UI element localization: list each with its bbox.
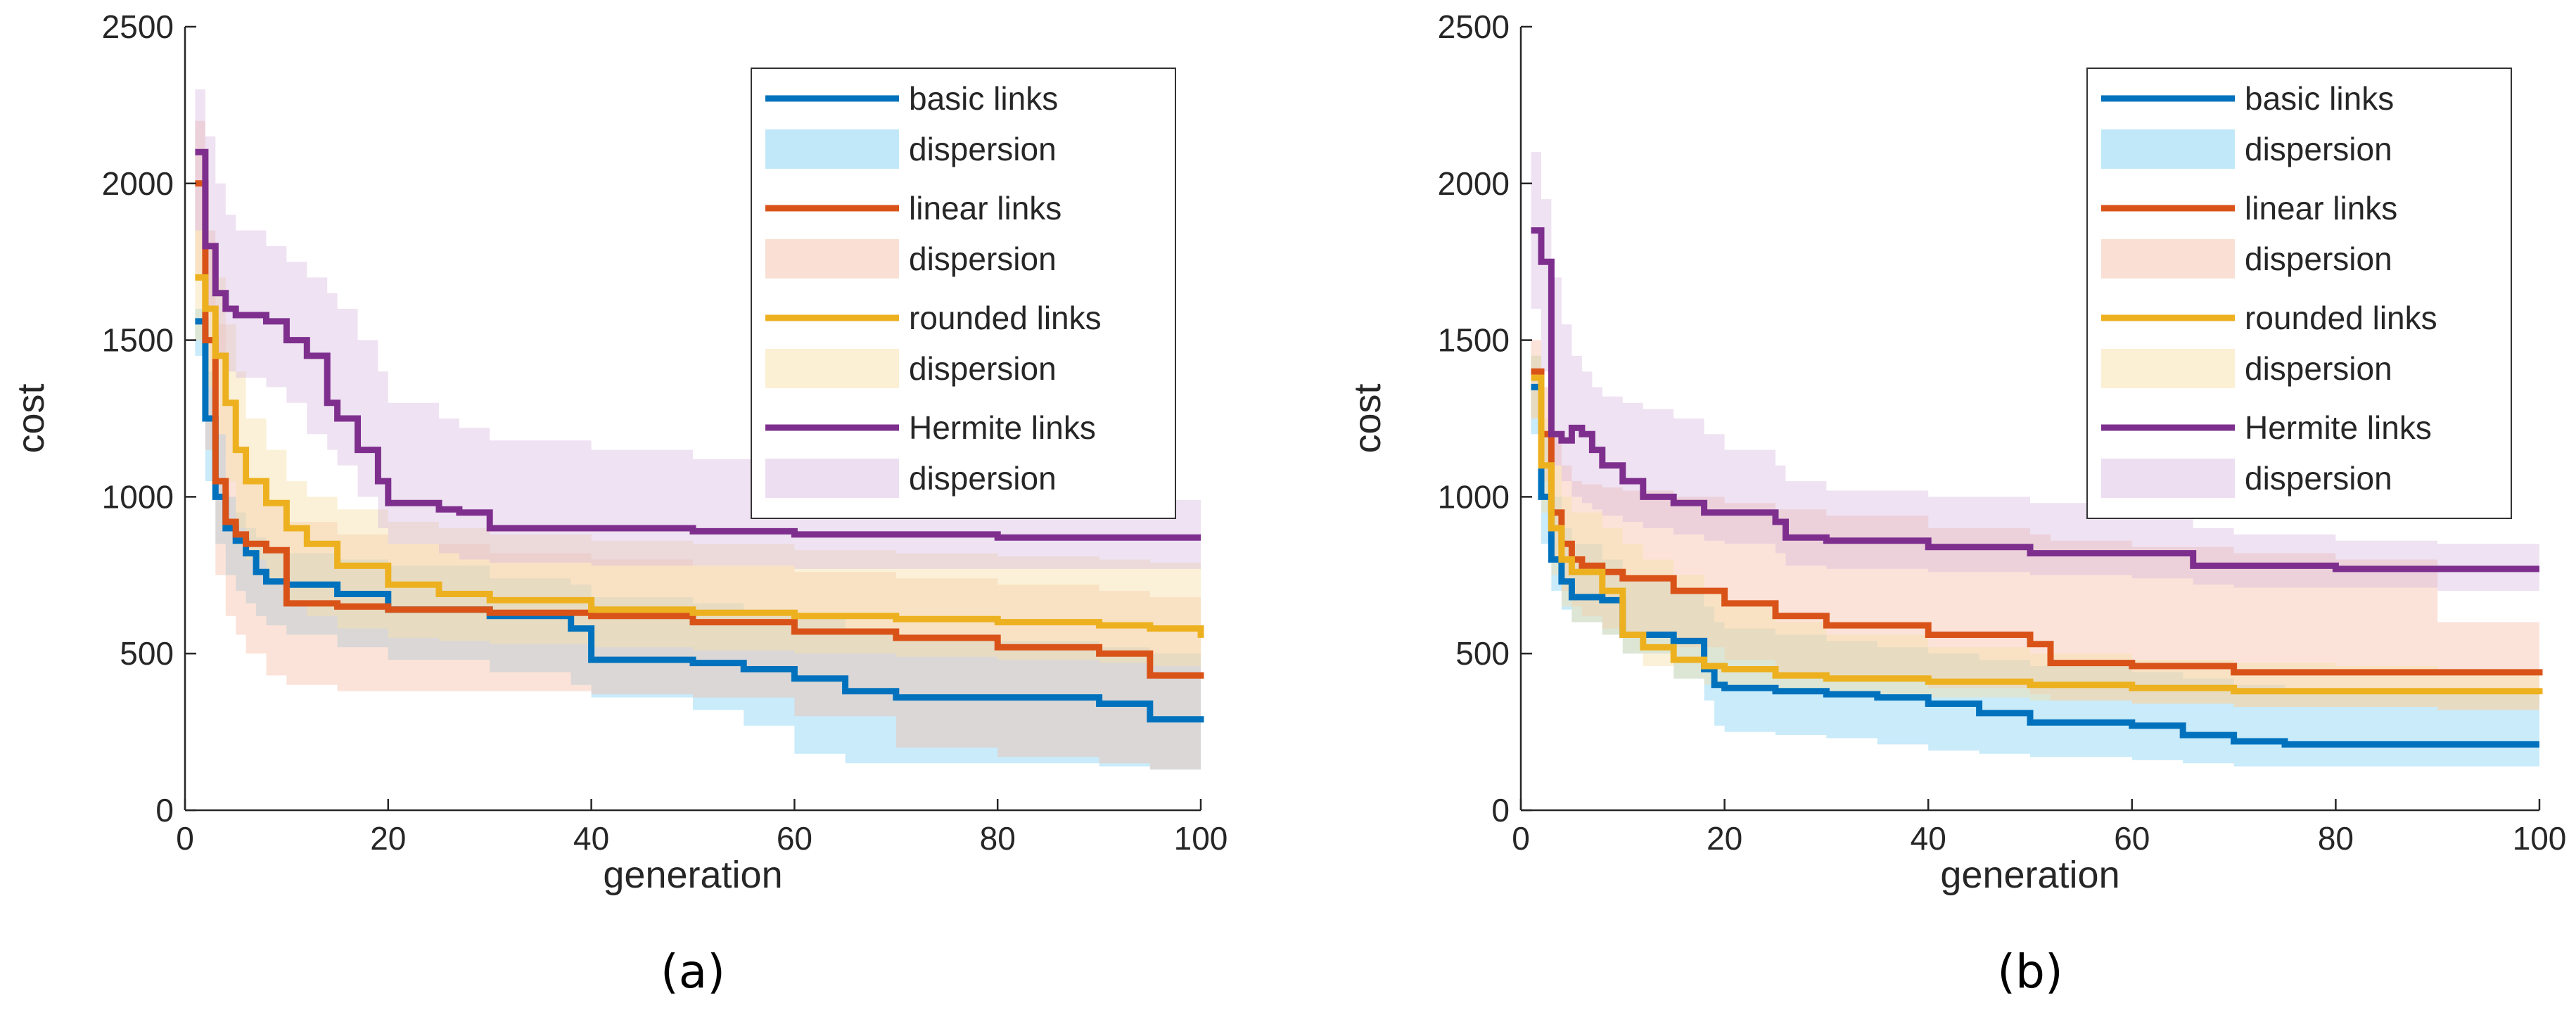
legend-label-hermite-links: Hermite links <box>909 409 1096 446</box>
legend-box <box>2086 68 2512 519</box>
y-tick-label: 2000 <box>102 165 174 202</box>
dispersion-band-linear-links <box>1531 340 2539 713</box>
y-tick-label: 2500 <box>102 8 174 45</box>
legend-box <box>751 68 1176 519</box>
x-tick-label: 60 <box>2114 820 2150 857</box>
legend-label-linear-dispersion: dispersion <box>2245 241 2392 277</box>
legend-label-linear-dispersion: dispersion <box>909 241 1057 277</box>
legend-swatch-linear-dispersion <box>2101 239 2235 279</box>
legend-label-linear-links: linear links <box>909 190 1061 226</box>
legend-swatch-basic-dispersion <box>765 129 899 169</box>
x-tick-label: 40 <box>1911 820 1946 857</box>
legend-label-basic-links: basic links <box>2245 80 2394 117</box>
x-tick-label: 100 <box>1174 820 1228 857</box>
y-axis-label: cost <box>10 383 52 453</box>
y-tick-label: 1000 <box>102 478 174 515</box>
legend: basic links dispersion linear links disp… <box>751 68 1176 519</box>
y-axis-label: cost <box>1346 383 1389 453</box>
dispersion-band-hermite-links <box>1531 152 2539 591</box>
panel-caption: (b) <box>1997 945 2062 999</box>
y-tick-label: 1500 <box>1438 322 1510 359</box>
x-tick-label: 100 <box>2513 820 2567 857</box>
legend-label-basic-dispersion: dispersion <box>2245 131 2392 167</box>
x-axis-label: generation <box>603 854 782 896</box>
x-axis-label: generation <box>1940 854 2119 896</box>
legend-swatch-rounded-dispersion <box>765 349 899 388</box>
x-tick-label: 60 <box>777 820 812 857</box>
dispersion-band-basic-links <box>195 309 1201 773</box>
axes <box>1519 25 2541 812</box>
legend-label-basic-links: basic links <box>909 80 1058 117</box>
legend-label-linear-links: linear links <box>2245 190 2397 226</box>
series-line-hermite-links <box>1531 227 2539 573</box>
x-tick-label: 0 <box>1512 820 1530 857</box>
y-tick-label: 2000 <box>1438 165 1510 202</box>
series-lines <box>195 148 1204 723</box>
x-tick-label: 40 <box>573 820 609 857</box>
y-tick-label: 1000 <box>1438 478 1510 515</box>
y-tick-label: 500 <box>120 635 174 672</box>
series-line-basic-links <box>1531 383 2539 748</box>
y-tick-label: 1500 <box>102 322 174 359</box>
dispersion-band-hermite-links <box>195 89 1201 573</box>
legend-label-hermite-dispersion: dispersion <box>909 460 1057 497</box>
legend-label-basic-dispersion: dispersion <box>909 131 1057 167</box>
x-tick-label: 20 <box>1707 820 1742 857</box>
series-line-rounded-links <box>195 274 1204 638</box>
y-tick-label: 500 <box>1455 635 1510 672</box>
y-tick-label: 2500 <box>1438 8 1510 45</box>
legend-label-rounded-dispersion: dispersion <box>2245 350 2392 387</box>
axes <box>184 25 1202 812</box>
y-tick-label: 0 <box>155 792 174 829</box>
legend-label-rounded-links: rounded links <box>909 300 1102 336</box>
panel-caption: (a) <box>661 945 725 999</box>
series-line-linear-links <box>195 180 1204 679</box>
legend-swatch-linear-dispersion <box>765 239 899 279</box>
legend-swatch-basic-dispersion <box>2101 129 2235 169</box>
dispersion-band-rounded-links <box>195 230 1201 672</box>
legend-swatch-rounded-dispersion <box>2101 349 2235 388</box>
x-tick-label: 80 <box>980 820 1016 857</box>
series-line-rounded-links <box>1531 374 2543 695</box>
legend: basic links dispersion linear links disp… <box>2086 68 2512 519</box>
legend-swatch-hermite-dispersion <box>2101 459 2235 498</box>
dispersion-band-basic-links <box>1531 355 2539 767</box>
x-tick-label: 80 <box>2318 820 2354 857</box>
series-line-hermite-links <box>195 148 1201 541</box>
x-tick-label: 0 <box>176 820 194 857</box>
legend-label-rounded-links: rounded links <box>2245 300 2437 336</box>
legend-swatch-hermite-dispersion <box>765 459 899 498</box>
x-tick-label: 20 <box>370 820 406 857</box>
series-lines <box>1531 227 2543 748</box>
legend-label-rounded-dispersion: dispersion <box>909 350 1057 387</box>
y-tick-label: 0 <box>1491 792 1510 829</box>
legend-label-hermite-dispersion: dispersion <box>2245 460 2392 497</box>
legend-label-hermite-links: Hermite links <box>2245 409 2432 446</box>
